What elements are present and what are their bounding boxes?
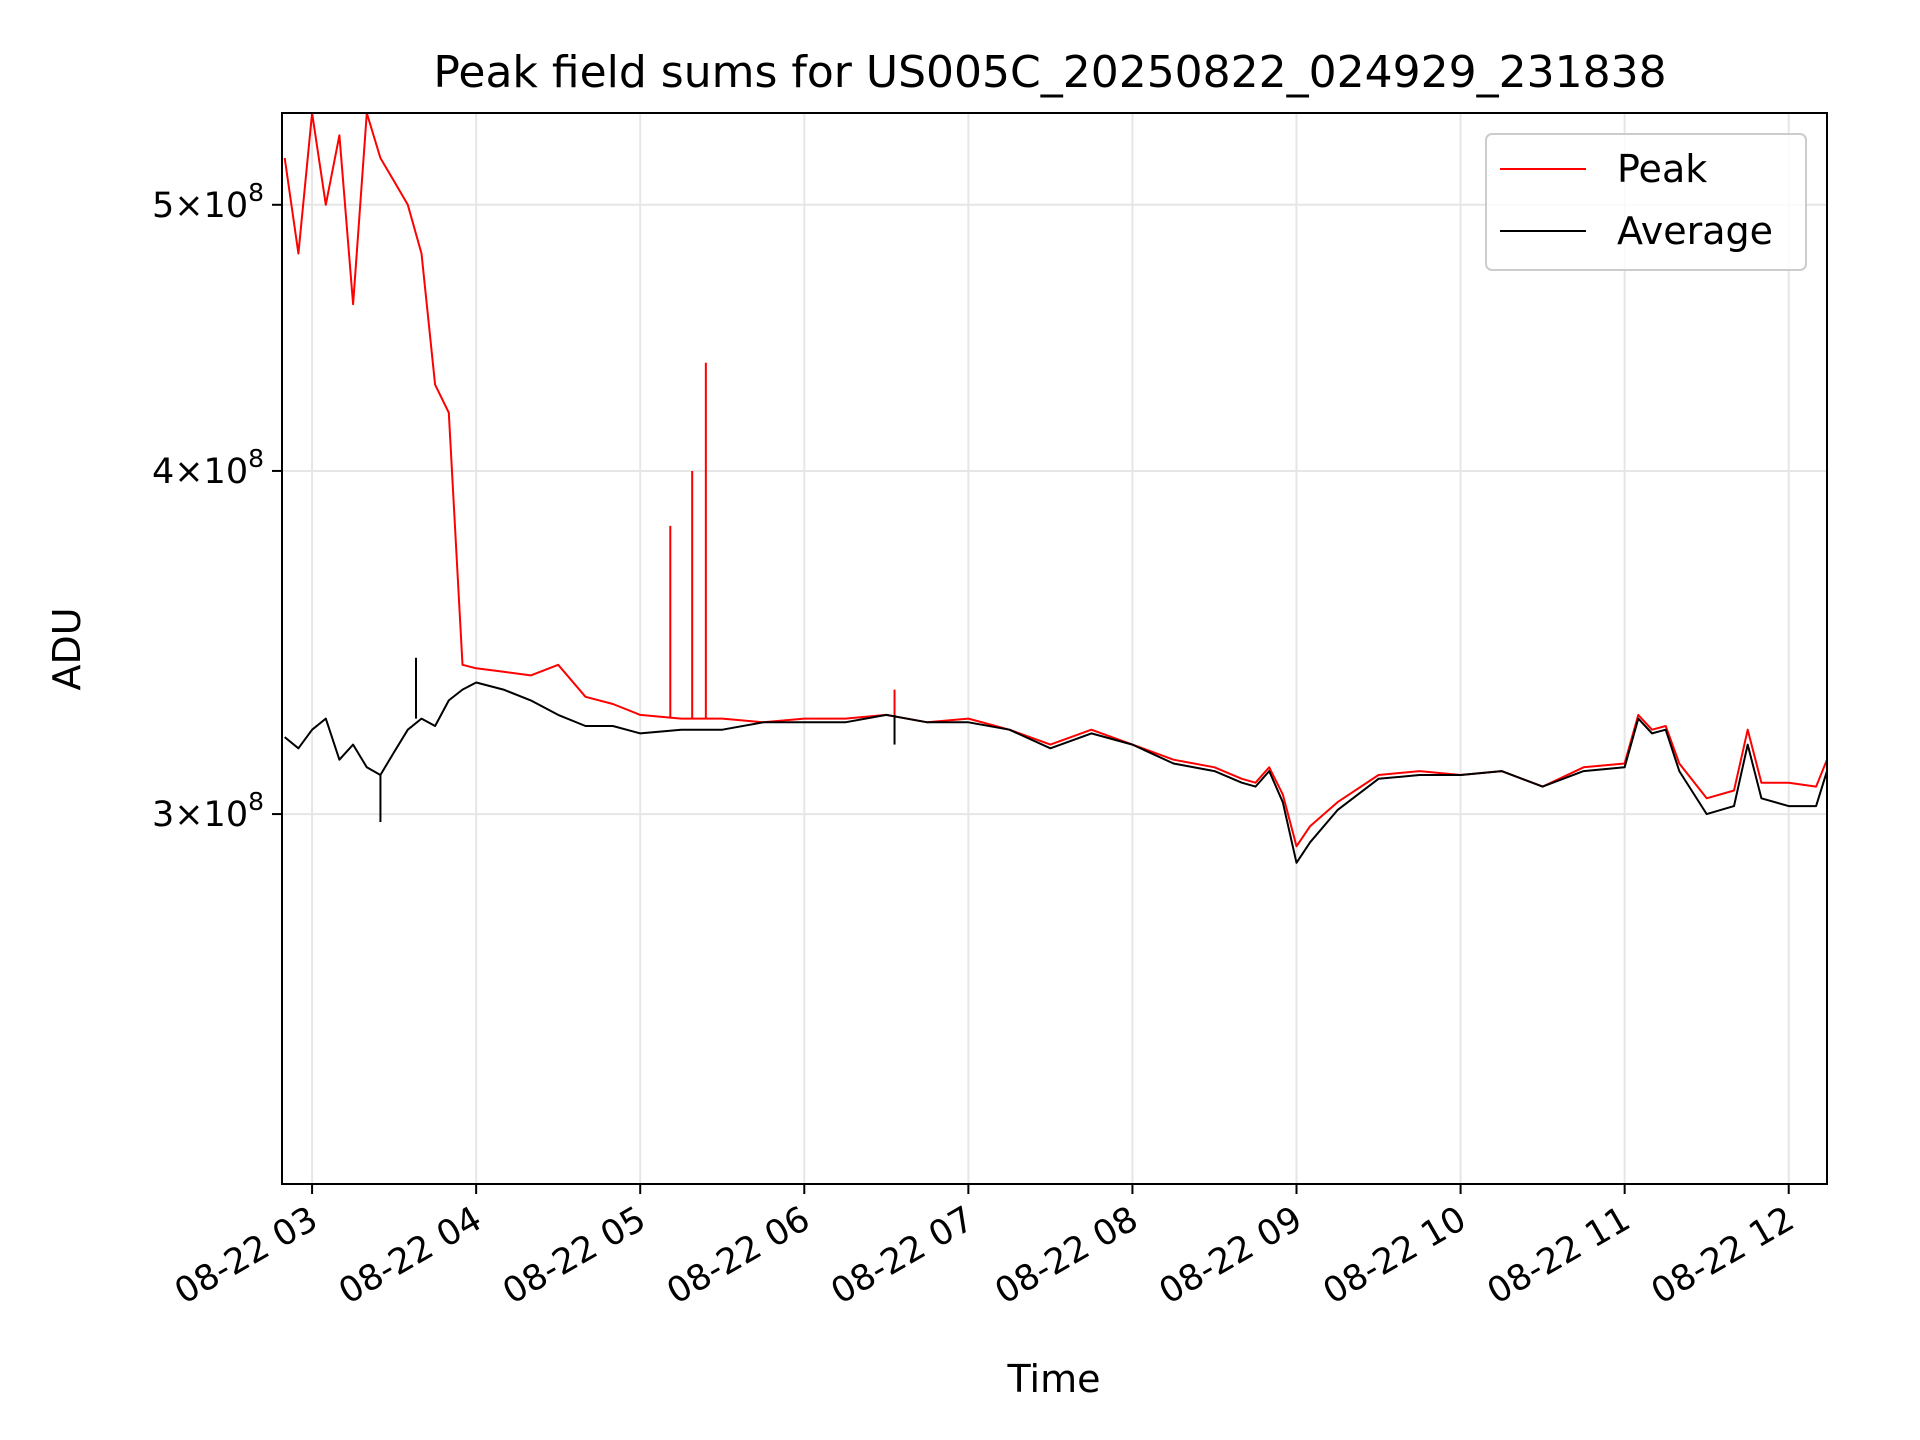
x-axis-label: Time — [1007, 1357, 1101, 1401]
y-tick-base: 10 — [204, 795, 249, 835]
y-tick-label: 5×108 — [152, 178, 264, 226]
y-tick-times: × — [174, 186, 203, 226]
legend-label-peak: Peak — [1617, 147, 1707, 191]
y-tick-mantissa: 3 — [152, 795, 174, 835]
y-tick-base: 10 — [204, 186, 249, 226]
y-tick-mantissa: 4 — [152, 452, 174, 492]
series-line-average — [284, 681, 1828, 864]
y-tick-mantissa: 5 — [152, 186, 174, 226]
grid — [282, 113, 1827, 1184]
chart-title: Peak field sums for US005C_20250822_0249… — [433, 47, 1666, 98]
y-tick-base: 10 — [204, 452, 249, 492]
y-tick-times: × — [174, 795, 203, 835]
y-tick-times: × — [174, 452, 203, 492]
legend-label-average: Average — [1617, 209, 1773, 253]
y-tick-exponent: 8 — [248, 178, 264, 207]
y-tick-label: 3×108 — [152, 787, 264, 835]
y-tick-exponent: 8 — [248, 787, 264, 816]
plot-series — [283, 112, 1828, 864]
y-axis-label: ADU — [45, 607, 89, 690]
series-line-peak — [283, 112, 1828, 848]
y-tick-exponent: 8 — [248, 444, 264, 473]
y-tick-label: 4×108 — [152, 444, 264, 492]
legend: Peak Average — [1485, 133, 1807, 271]
plot-frame — [281, 112, 1828, 1185]
